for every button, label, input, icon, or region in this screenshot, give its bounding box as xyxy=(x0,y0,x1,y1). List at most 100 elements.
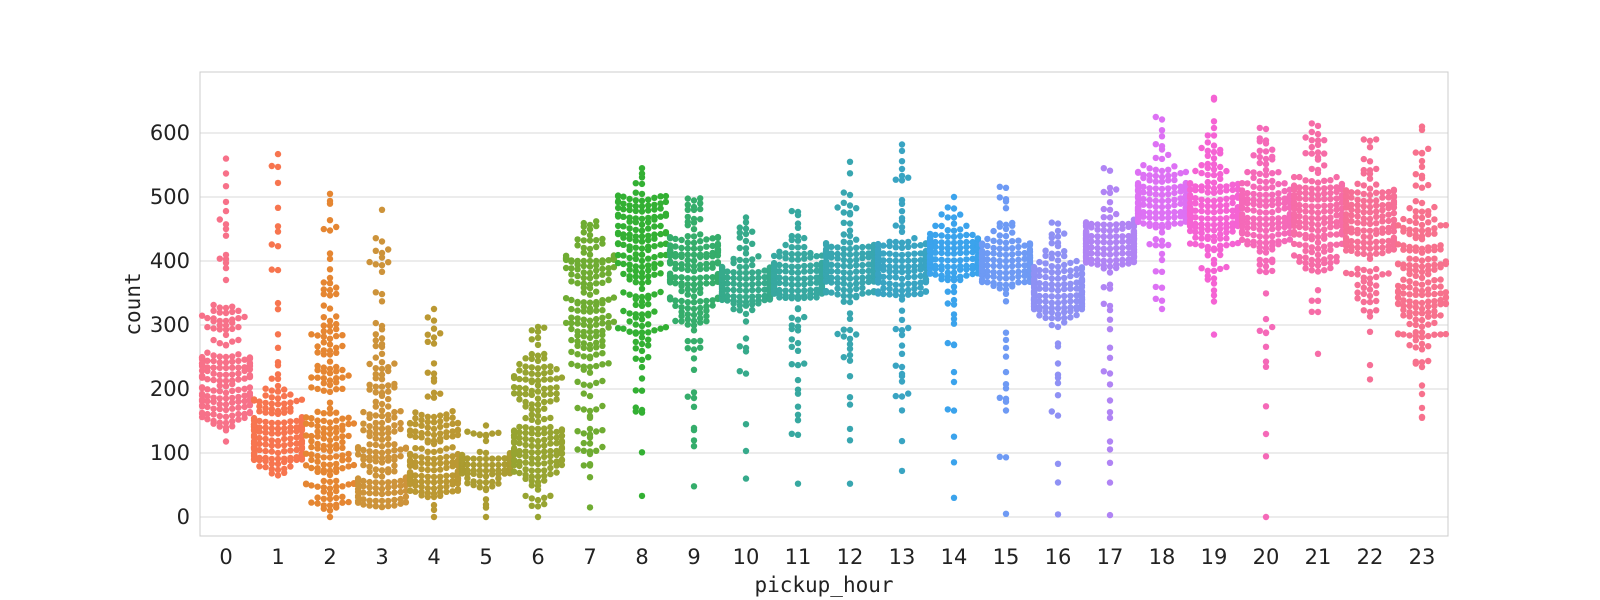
data-point xyxy=(840,199,847,206)
data-point xyxy=(684,311,691,318)
data-point xyxy=(1067,285,1074,292)
data-point xyxy=(690,299,698,306)
data-point xyxy=(1217,175,1224,183)
data-point xyxy=(917,257,924,264)
data-point xyxy=(250,414,258,422)
data-point xyxy=(198,384,206,391)
data-point xyxy=(574,342,581,349)
data-point xyxy=(430,448,438,456)
data-point xyxy=(534,341,542,349)
data-point xyxy=(470,478,477,485)
data-point xyxy=(586,328,594,336)
data-point xyxy=(534,513,542,521)
data-point xyxy=(724,292,731,300)
data-point xyxy=(1314,209,1322,216)
data-point xyxy=(222,395,230,402)
data-point xyxy=(898,208,906,215)
data-point xyxy=(1106,344,1114,351)
data-point xyxy=(1100,239,1108,246)
data-point xyxy=(678,308,685,316)
data-point xyxy=(558,449,566,457)
data-point xyxy=(1250,196,1257,203)
data-point xyxy=(1269,221,1276,228)
data-point xyxy=(287,399,294,406)
data-point xyxy=(1354,226,1361,234)
data-point xyxy=(801,292,808,300)
data-point xyxy=(1412,304,1420,311)
data-point xyxy=(1425,286,1432,293)
data-point xyxy=(314,362,321,370)
data-point xyxy=(944,239,951,246)
data-point xyxy=(586,431,594,438)
data-point xyxy=(430,460,438,468)
data-point xyxy=(932,238,939,246)
data-point xyxy=(216,388,223,395)
data-point xyxy=(859,243,866,251)
data-point xyxy=(314,452,321,460)
data-point xyxy=(528,436,535,444)
data-point xyxy=(1379,194,1386,201)
data-point xyxy=(1406,243,1413,251)
data-point xyxy=(1379,249,1386,257)
data-point xyxy=(320,477,327,485)
data-point xyxy=(1262,343,1270,350)
data-point xyxy=(326,381,334,389)
data-point xyxy=(268,455,275,463)
data-point xyxy=(1192,167,1199,175)
data-point xyxy=(1406,320,1413,328)
data-point xyxy=(742,310,750,318)
data-point xyxy=(378,249,386,257)
data-point xyxy=(1360,239,1368,246)
data-point xyxy=(274,442,282,449)
data-point xyxy=(593,237,600,244)
data-point xyxy=(1165,203,1172,210)
data-point xyxy=(1360,220,1368,227)
data-point xyxy=(666,258,674,265)
data-point xyxy=(911,280,918,287)
data-point xyxy=(1177,195,1184,202)
data-point xyxy=(684,201,691,208)
data-point xyxy=(1354,196,1361,203)
data-point xyxy=(1152,172,1160,180)
data-point xyxy=(528,377,535,384)
data-point xyxy=(210,301,217,309)
data-point xyxy=(892,268,899,275)
data-point xyxy=(1042,267,1049,274)
data-point xyxy=(922,288,930,295)
data-point xyxy=(229,387,236,395)
data-point xyxy=(378,449,386,456)
data-point xyxy=(638,285,646,292)
data-point xyxy=(593,447,600,454)
data-point xyxy=(314,428,321,435)
data-point xyxy=(1360,244,1368,252)
data-point xyxy=(749,261,756,269)
data-point xyxy=(430,370,438,377)
data-point xyxy=(776,279,783,287)
data-point xyxy=(1314,350,1322,357)
data-point xyxy=(528,370,535,377)
data-point xyxy=(892,176,899,183)
data-point xyxy=(1015,268,1022,276)
data-point xyxy=(424,413,431,420)
data-point xyxy=(697,231,704,238)
data-point xyxy=(1302,224,1309,231)
data-point xyxy=(1314,245,1322,252)
data-point xyxy=(898,239,906,246)
data-point xyxy=(1054,412,1062,419)
data-point xyxy=(672,280,679,287)
data-point xyxy=(333,284,340,291)
data-point xyxy=(1106,251,1114,258)
data-point xyxy=(599,271,606,278)
data-point xyxy=(216,377,223,384)
data-point xyxy=(794,339,802,347)
data-point xyxy=(1198,221,1205,228)
data-point xyxy=(1308,248,1316,256)
data-point xyxy=(605,265,612,272)
data-point xyxy=(268,419,275,427)
data-point xyxy=(1198,169,1205,177)
data-point xyxy=(204,349,211,356)
data-point xyxy=(586,382,594,389)
data-point xyxy=(510,456,518,464)
data-point xyxy=(1373,244,1380,252)
data-point xyxy=(1171,163,1178,170)
